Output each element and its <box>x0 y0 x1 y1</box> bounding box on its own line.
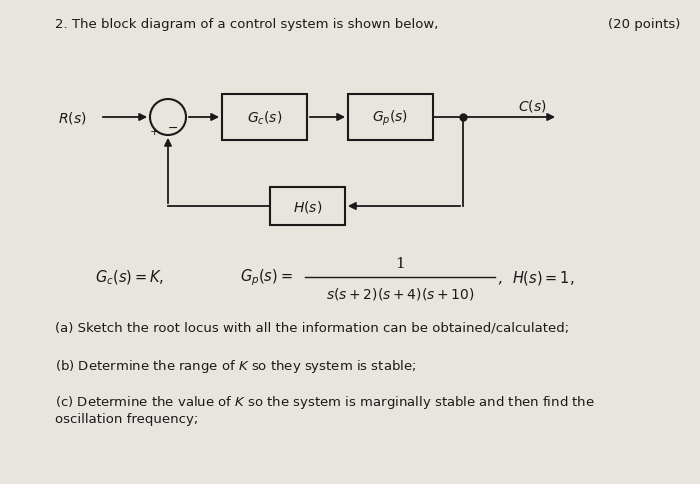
Text: $G_p(s) =$: $G_p(s) =$ <box>240 267 293 287</box>
Text: (b) Determine the range of $K$ so they system is stable;: (b) Determine the range of $K$ so they s… <box>55 357 416 374</box>
Text: (20 points): (20 points) <box>608 18 680 31</box>
Text: $G_p(s)$: $G_p(s)$ <box>372 108 409 127</box>
Text: +: + <box>149 127 159 136</box>
Bar <box>348 95 433 141</box>
Bar <box>222 95 307 141</box>
Text: $s(s + 2)(s + 4)(s + 10)$: $s(s + 2)(s + 4)(s + 10)$ <box>326 286 475 302</box>
Text: $G_c(s)$: $G_c(s)$ <box>247 109 282 126</box>
Text: $G_c(s) = K,$: $G_c(s) = K,$ <box>95 268 164 287</box>
Text: $H(s)$: $H(s)$ <box>293 198 322 214</box>
Text: 2. The block diagram of a control system is shown below,: 2. The block diagram of a control system… <box>55 18 438 31</box>
Text: 1: 1 <box>395 257 405 271</box>
Text: $H(s) = 1,$: $H(s) = 1,$ <box>512 269 575 287</box>
Text: (c) Determine the value of $K$ so the system is marginally stable and then find : (c) Determine the value of $K$ so the sy… <box>55 393 595 425</box>
Text: ,: , <box>497 271 502 285</box>
Bar <box>270 188 345 226</box>
Text: (a) Sketch the root locus with all the information can be obtained/calculated;: (a) Sketch the root locus with all the i… <box>55 321 569 334</box>
Text: $R(s)$: $R(s)$ <box>58 110 87 126</box>
Text: −: − <box>168 121 178 134</box>
Text: $C(s)$: $C(s)$ <box>518 98 547 114</box>
